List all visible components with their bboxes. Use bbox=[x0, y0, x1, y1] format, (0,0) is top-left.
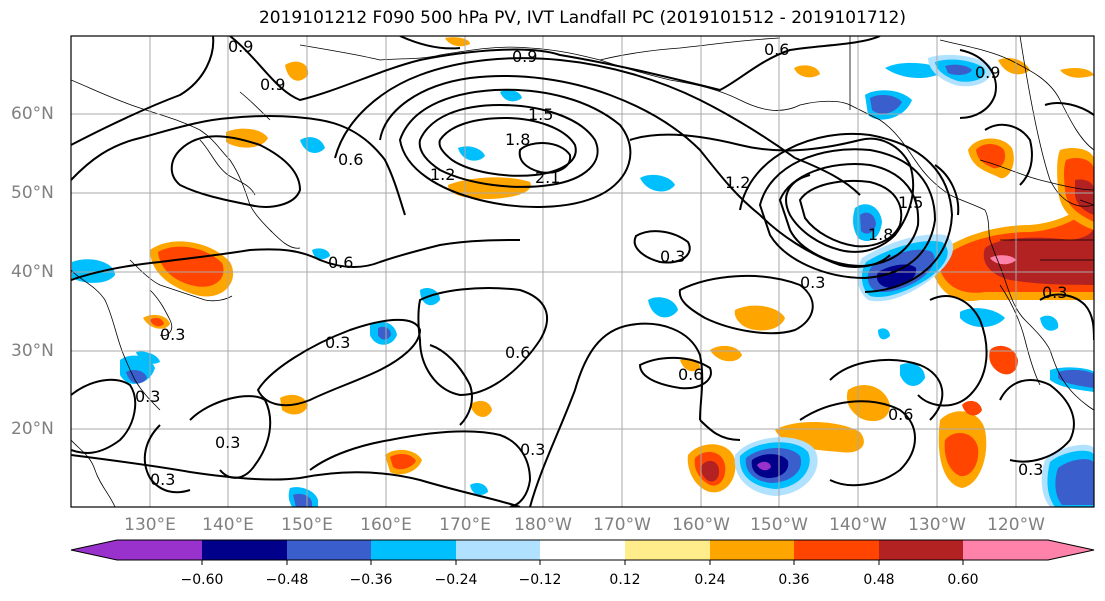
colorbar-swatch bbox=[371, 540, 456, 560]
latitude-label: 30°N bbox=[11, 341, 54, 361]
contour-label: 0.6 bbox=[328, 253, 353, 272]
contour-label: 2.1 bbox=[535, 168, 560, 187]
colorbar-swatch bbox=[963, 540, 1048, 560]
contour-label: 0.3 bbox=[1042, 283, 1067, 302]
contour-label: 1.5 bbox=[528, 105, 553, 124]
colorbar-swatch bbox=[625, 540, 710, 560]
contour-labels: 0.9 0.9 0.6 0.9 1.5 1.8 2.1 1.2 0.6 0.6 … bbox=[135, 37, 1067, 489]
map-plot-area: 0.9 0.9 0.6 0.9 1.5 1.8 2.1 1.2 0.6 0.6 … bbox=[71, 36, 1094, 507]
longitude-label: 180°W bbox=[514, 515, 572, 535]
contour-label: 0.6 bbox=[888, 405, 913, 424]
colorbar-swatch bbox=[287, 540, 371, 560]
contour-label: 0.3 bbox=[160, 325, 185, 344]
colorbar-tick-label: −0.48 bbox=[265, 572, 309, 588]
longitude-label: 160°E bbox=[360, 515, 412, 535]
latitude-label: 40°N bbox=[11, 262, 54, 282]
contour-label: 0.9 bbox=[512, 47, 537, 66]
colorbar-tick-label: −0.24 bbox=[434, 572, 478, 588]
longitude-label: 140°W bbox=[829, 515, 887, 535]
colorbar-swatch bbox=[1048, 540, 1094, 560]
longitude-label: 150°E bbox=[281, 515, 333, 535]
colorbar bbox=[70, 539, 1095, 565]
colorbar-tick-label: 0.60 bbox=[947, 572, 979, 588]
contour-label: 0.3 bbox=[520, 440, 545, 459]
longitude-label: 130°W bbox=[908, 515, 966, 535]
contour-label: 0.9 bbox=[228, 37, 253, 56]
longitude-label: 120°W bbox=[987, 515, 1045, 535]
colorbar-tick-label: −0.12 bbox=[518, 572, 562, 588]
contour-label: 0.6 bbox=[678, 365, 703, 384]
contour-label: 1.2 bbox=[430, 165, 455, 184]
pv-contours bbox=[71, 36, 1094, 507]
contour-label: 1.5 bbox=[898, 193, 923, 212]
contour-label: 0.3 bbox=[150, 470, 175, 489]
contour-label: 0.3 bbox=[800, 273, 825, 292]
colorbar-swatch bbox=[710, 540, 794, 560]
colorbar-swatch bbox=[456, 540, 540, 560]
colorbar-swatch bbox=[540, 540, 625, 560]
contour-label: 0.6 bbox=[338, 150, 363, 169]
contour-label: 0.3 bbox=[1018, 460, 1043, 479]
map-title: 2019101212 F090 500 hPa PV, IVT Landfall… bbox=[258, 8, 906, 28]
colorbar-swatch bbox=[879, 540, 963, 560]
colorbar-tick-label: −0.60 bbox=[180, 572, 224, 588]
contour-label: 0.3 bbox=[135, 387, 160, 406]
longitude-label: 150°W bbox=[750, 515, 808, 535]
colorbar-swatch bbox=[71, 540, 117, 560]
latitude-label: 20°N bbox=[11, 419, 54, 439]
longitude-label: 160°W bbox=[672, 515, 730, 535]
colorbar-outline bbox=[70, 539, 1095, 561]
latitude-label: 60°N bbox=[11, 104, 54, 124]
colorbar-tick-label: 0.48 bbox=[863, 572, 895, 588]
colorbar-swatch bbox=[117, 540, 202, 560]
contour-label: 0.3 bbox=[215, 433, 240, 452]
colorbar-swatch bbox=[202, 540, 287, 560]
longitude-label: 140°E bbox=[202, 515, 254, 535]
colorbar-tick-label: −0.36 bbox=[349, 572, 393, 588]
colorbar-tick-label: 0.24 bbox=[694, 572, 726, 588]
colorbar-tick-label: 0.12 bbox=[609, 572, 641, 588]
colorbar-tick-label: 0.36 bbox=[778, 572, 810, 588]
contour-label: 1.8 bbox=[505, 130, 530, 149]
contour-label: 0.3 bbox=[660, 247, 685, 266]
latitude-label: 50°N bbox=[11, 183, 54, 203]
contour-label: 1.2 bbox=[725, 173, 750, 192]
contour-label: 0.6 bbox=[764, 40, 789, 59]
contour-label: 0.9 bbox=[975, 63, 1000, 82]
contour-label: 0.9 bbox=[260, 75, 285, 94]
longitude-label: 170°E bbox=[439, 515, 491, 535]
contour-label: 0.6 bbox=[505, 343, 530, 362]
longitude-label: 170°W bbox=[593, 515, 651, 535]
longitude-label: 130°E bbox=[124, 515, 176, 535]
contour-label: 1.8 bbox=[868, 225, 893, 244]
colorbar-swatch bbox=[794, 540, 879, 560]
contour-label: 0.3 bbox=[325, 333, 350, 352]
map-frame bbox=[70, 35, 1095, 508]
